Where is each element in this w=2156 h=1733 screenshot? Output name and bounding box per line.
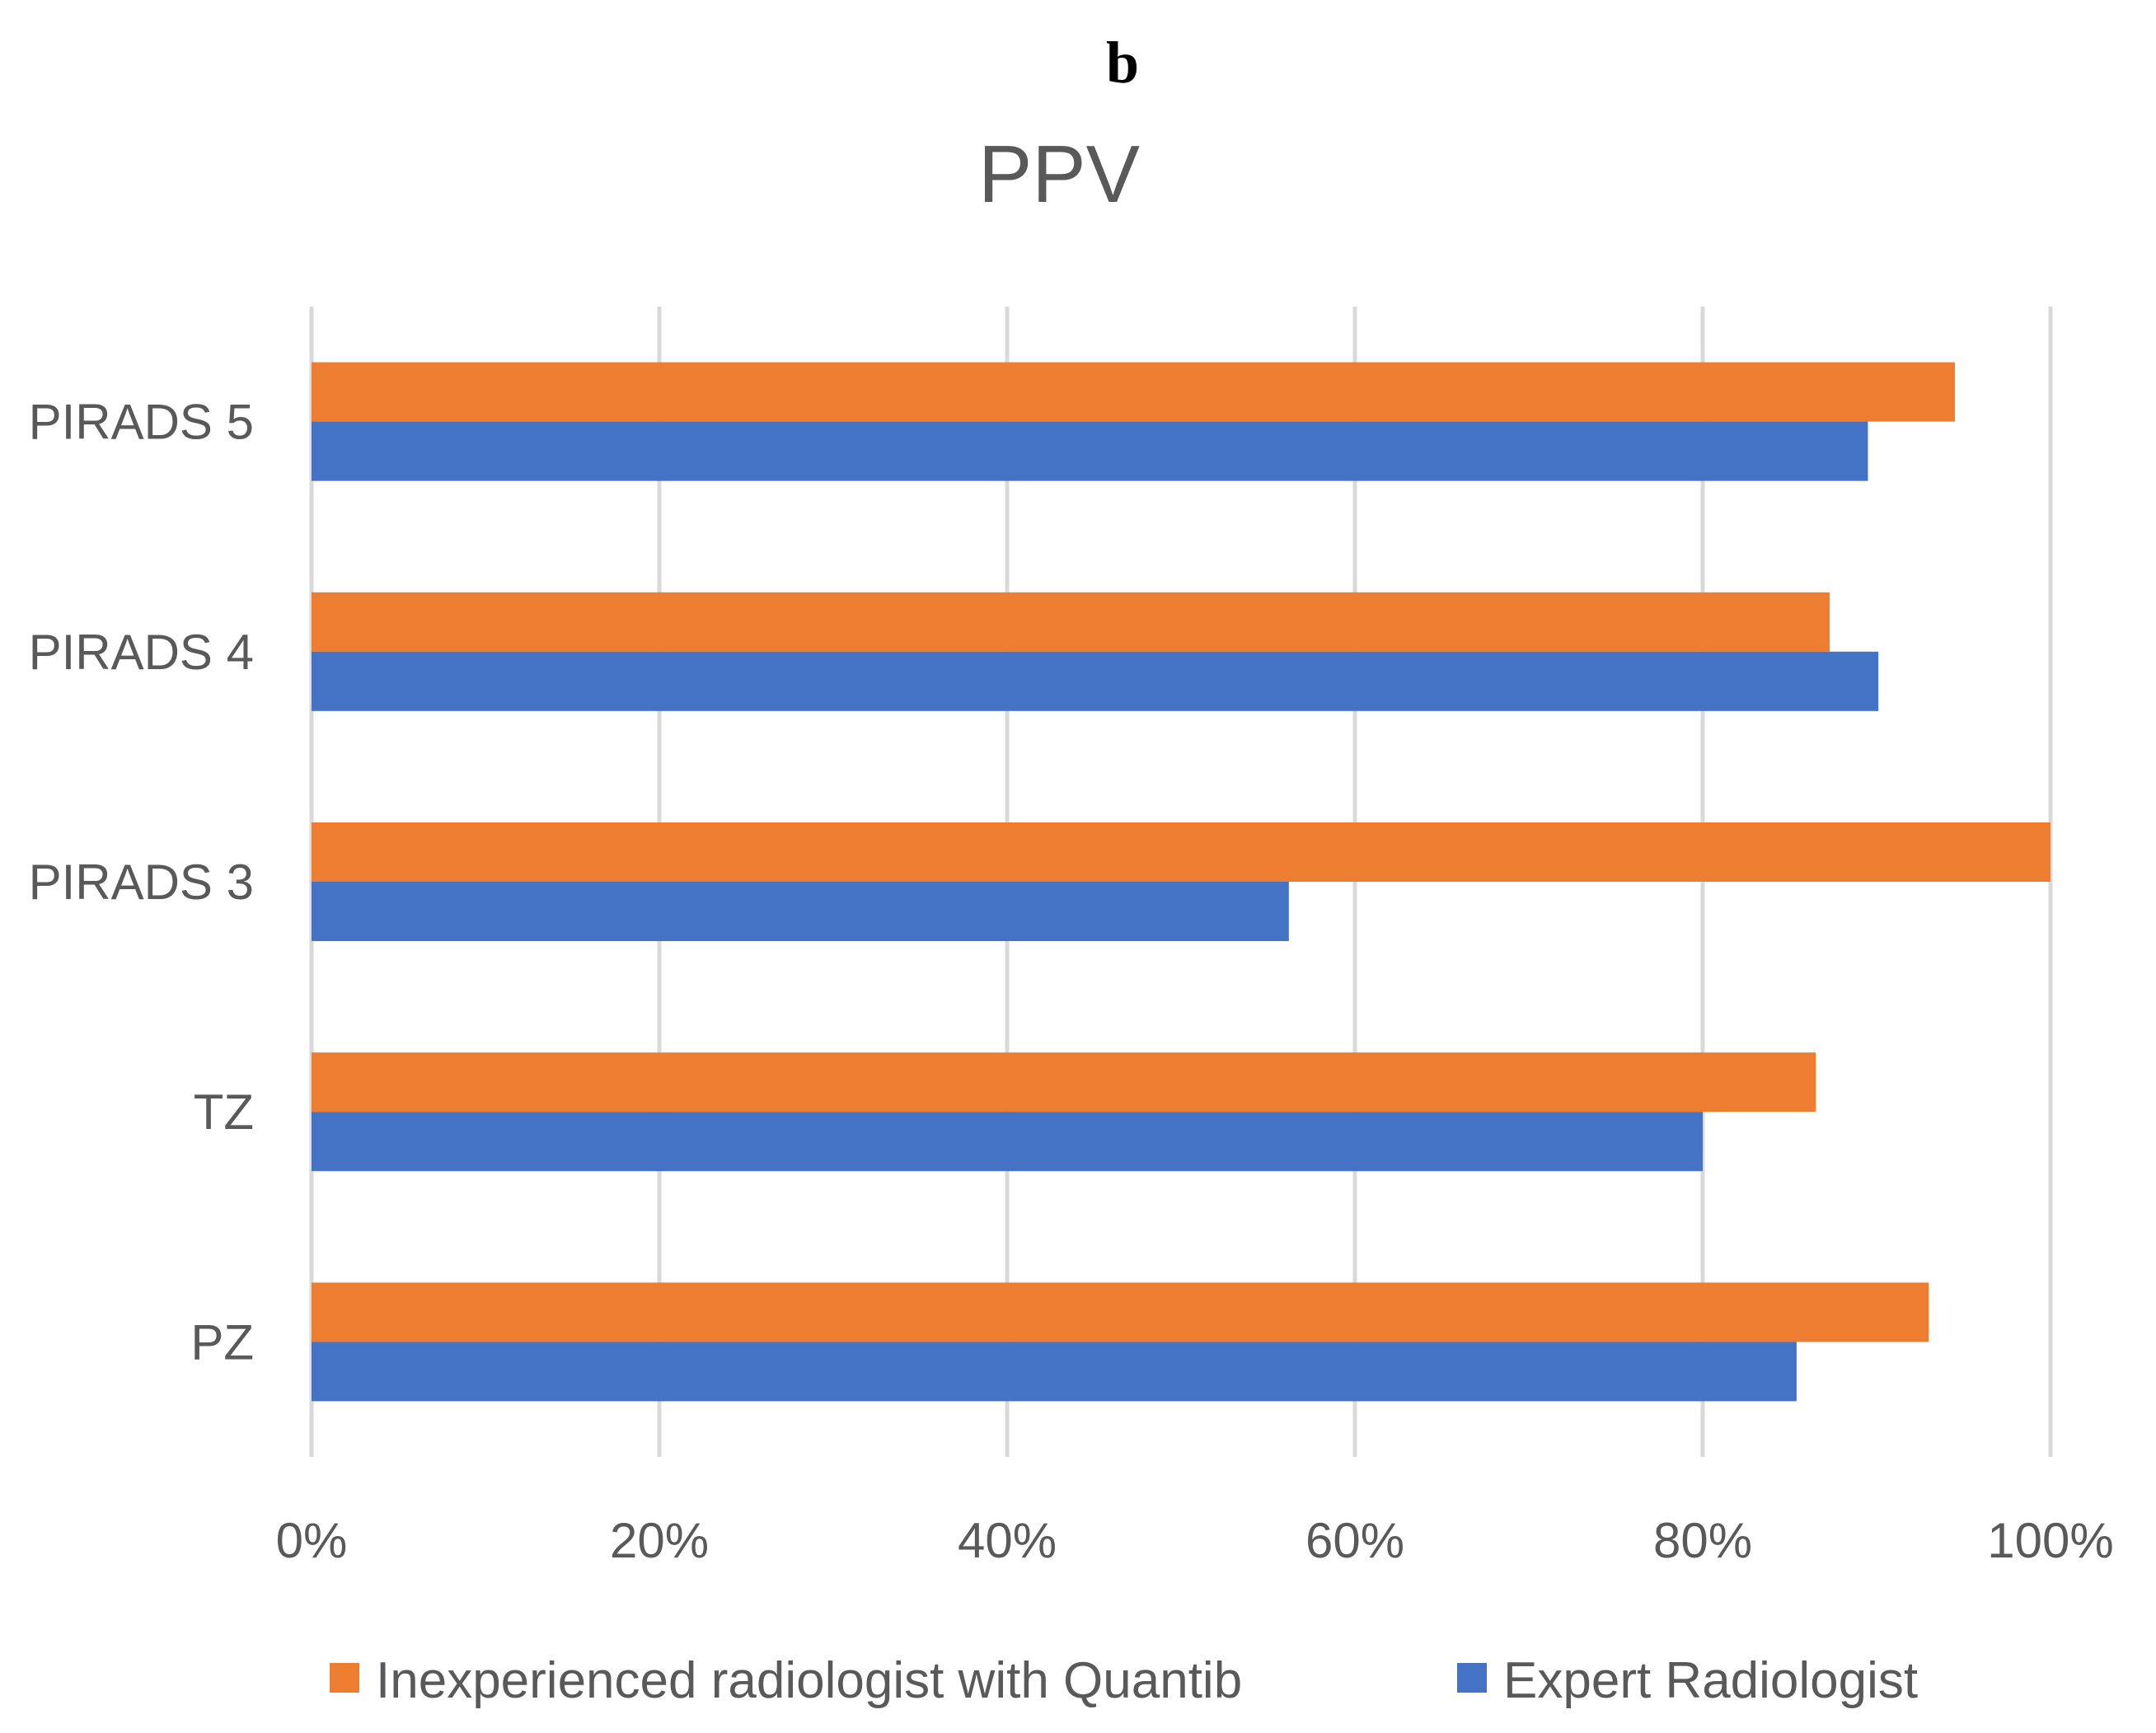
legend: Inexperienced radiologist with Quantib Ex… — [330, 1652, 1918, 1709]
legend-swatch-expert — [1457, 1663, 1487, 1693]
x-tick-label: 60% — [1305, 1513, 1404, 1568]
bars — [312, 362, 2051, 1402]
bar-inexperienced-tz — [312, 1052, 1816, 1112]
bar-expert-pirads-3 — [312, 882, 1289, 941]
x-tick-label: 40% — [958, 1513, 1057, 1568]
bar-expert-pirads-4 — [312, 651, 1879, 711]
x-tick-label: 0% — [276, 1513, 348, 1568]
bar-inexperienced-pirads-3 — [312, 822, 2051, 882]
bar-expert-pz — [312, 1342, 1797, 1402]
legend-swatch-inexperienced — [330, 1663, 359, 1693]
category-label: TZ — [194, 1084, 254, 1140]
chart-title: PPV — [978, 129, 1140, 219]
legend-label-expert: Expert Radiologist — [1503, 1652, 1918, 1709]
category-label: PIRADS 3 — [29, 855, 254, 910]
bar-expert-pirads-5 — [312, 421, 1868, 481]
category-labels: PIRADS 5 PIRADS 4 PIRADS 3 TZ PZ — [29, 395, 254, 1370]
category-label: PZ — [190, 1314, 254, 1370]
x-tick-label: 20% — [610, 1513, 709, 1568]
category-label: PIRADS 5 — [29, 395, 254, 450]
legend-label-inexperienced: Inexperienced radiologist with Quantib — [376, 1652, 1242, 1709]
bar-inexperienced-pirads-4 — [312, 592, 1830, 652]
x-tick-label: 80% — [1653, 1513, 1752, 1568]
bar-inexperienced-pirads-5 — [312, 362, 1955, 422]
panel-label: b — [1106, 30, 1139, 96]
x-tick-label: 100% — [1987, 1513, 2113, 1568]
bar-expert-tz — [312, 1112, 1703, 1172]
bar-inexperienced-pz — [312, 1282, 1929, 1342]
x-tick-labels: 0% 20% 40% 60% 80% 100% — [276, 1513, 2114, 1568]
category-label: PIRADS 4 — [29, 625, 254, 680]
